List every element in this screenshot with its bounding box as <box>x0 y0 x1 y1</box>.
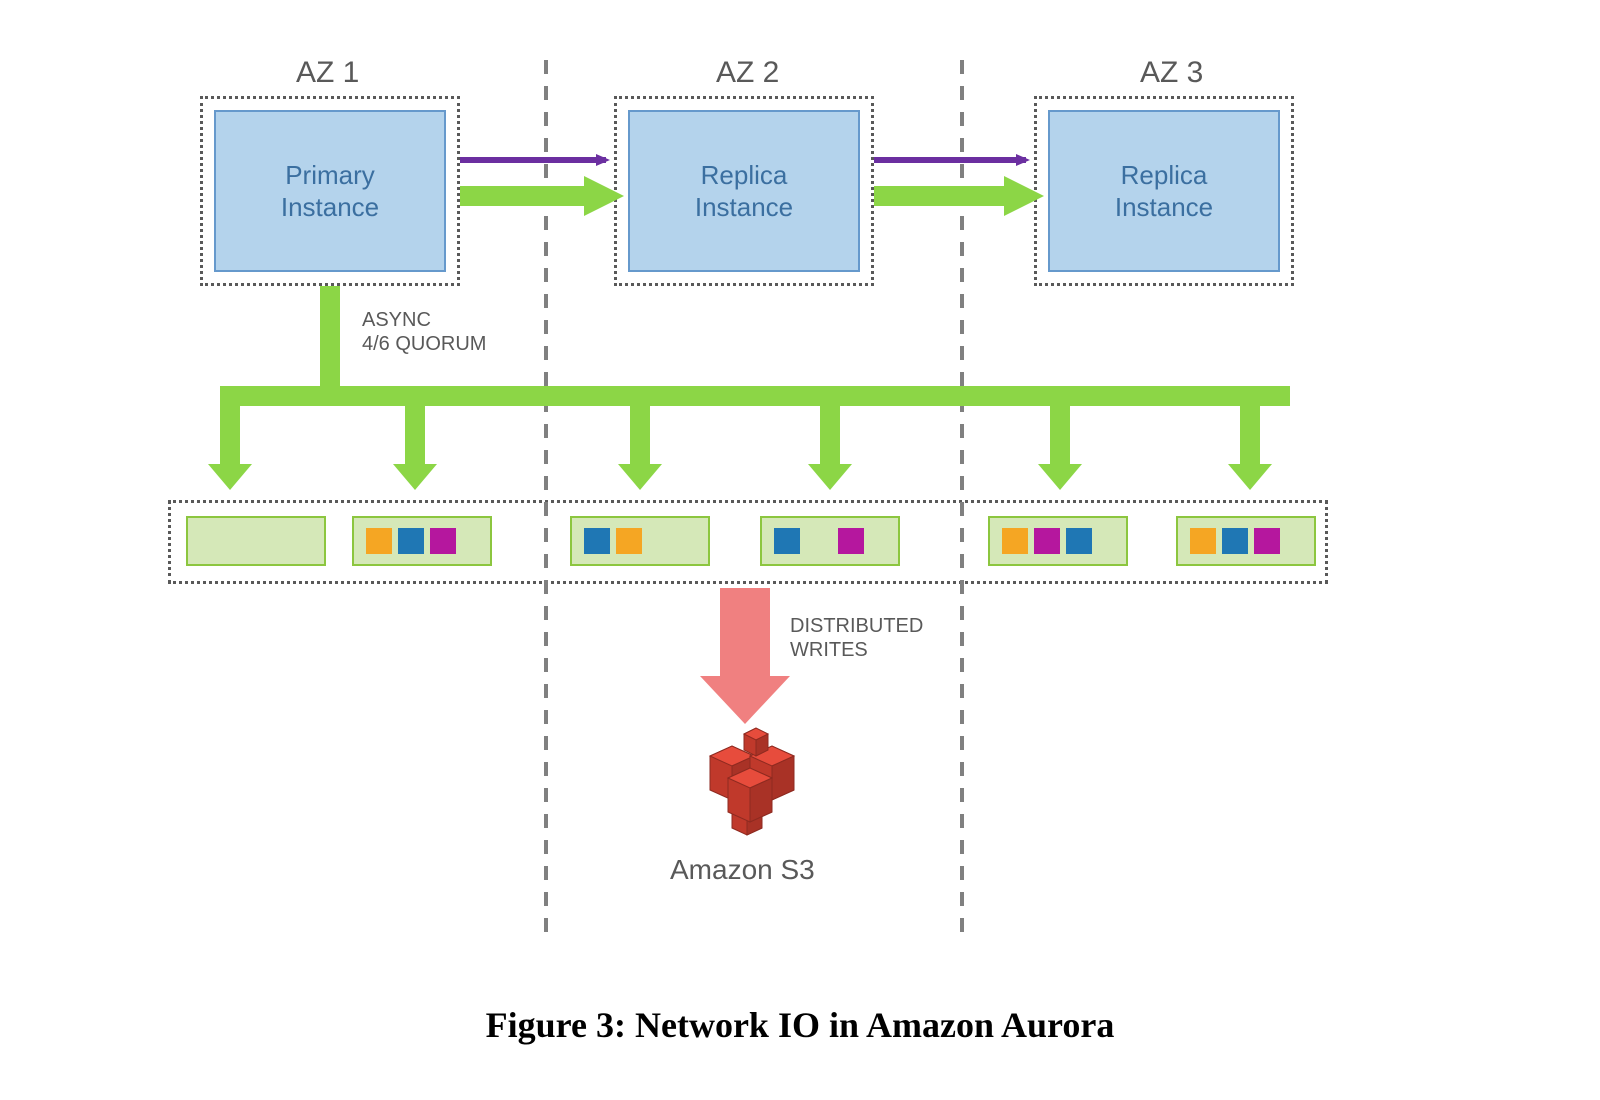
replica1-label: Replica Instance <box>695 159 793 224</box>
quorum-line2: 4/6 QUORUM <box>362 332 486 356</box>
drop-arrow-stem-1 <box>220 396 240 464</box>
drop-arrow-head-5 <box>1038 464 1082 490</box>
quorum-line1: ASYNC <box>362 308 486 332</box>
drop-arrow-head-6 <box>1228 464 1272 490</box>
s3-icon <box>710 728 794 835</box>
storage-node-5 <box>988 516 1128 566</box>
drop-arrow-stem-2 <box>405 396 425 464</box>
storage-chip <box>366 528 392 554</box>
primary-instance-label: Primary Instance <box>281 159 379 224</box>
replica2-label: Replica Instance <box>1115 159 1213 224</box>
storage-chip <box>584 528 610 554</box>
storage-chip <box>430 528 456 554</box>
drop-arrow-head-4 <box>808 464 852 490</box>
drop-arrow-head-1 <box>208 464 252 490</box>
replica-instance-1: Replica Instance <box>628 110 860 272</box>
storage-chip <box>398 528 424 554</box>
green-arrow-2 <box>874 176 1044 216</box>
storage-chip <box>774 528 800 554</box>
storage-node-1 <box>186 516 326 566</box>
drop-arrow-stem-3 <box>630 396 650 464</box>
drop-arrows <box>208 396 1272 490</box>
storage-node-2 <box>352 516 492 566</box>
storage-chip <box>1254 528 1280 554</box>
figure-caption: Figure 3: Network IO in Amazon Aurora <box>0 1004 1600 1046</box>
storage-container <box>168 500 1328 584</box>
drop-arrow-head-2 <box>393 464 437 490</box>
storage-chip <box>1190 528 1216 554</box>
drop-arrow-stem-6 <box>1240 396 1260 464</box>
s3-label: Amazon S3 <box>670 854 815 886</box>
storage-chip <box>1034 528 1060 554</box>
distributed-writes-annotation: DISTRIBUTED WRITES <box>790 614 923 662</box>
green-arrow-1 <box>460 176 624 216</box>
storage-chip <box>1222 528 1248 554</box>
quorum-annotation: ASYNC 4/6 QUORUM <box>362 308 486 356</box>
primary-instance: Primary Instance <box>214 110 446 272</box>
az2-label: AZ 2 <box>716 56 779 90</box>
distwrites-line1: DISTRIBUTED <box>790 614 923 638</box>
drop-arrow-stem-4 <box>820 396 840 464</box>
storage-node-4 <box>760 516 900 566</box>
storage-chip <box>1002 528 1028 554</box>
storage-chip <box>838 528 864 554</box>
storage-node-3 <box>570 516 710 566</box>
aurora-network-io-diagram: AZ 1 AZ 2 AZ 3 Primary Instance Replica … <box>0 0 1600 1100</box>
az3-label: AZ 3 <box>1140 56 1203 90</box>
replica-instance-2: Replica Instance <box>1048 110 1280 272</box>
s3-arrow <box>700 588 790 724</box>
distwrites-line2: WRITES <box>790 638 923 662</box>
storage-chip <box>616 528 642 554</box>
storage-node-6 <box>1176 516 1316 566</box>
drop-arrow-stem-5 <box>1050 396 1070 464</box>
az1-label: AZ 1 <box>296 56 359 90</box>
storage-chip <box>1066 528 1092 554</box>
drop-arrow-head-3 <box>618 464 662 490</box>
storage-chip <box>806 528 832 554</box>
